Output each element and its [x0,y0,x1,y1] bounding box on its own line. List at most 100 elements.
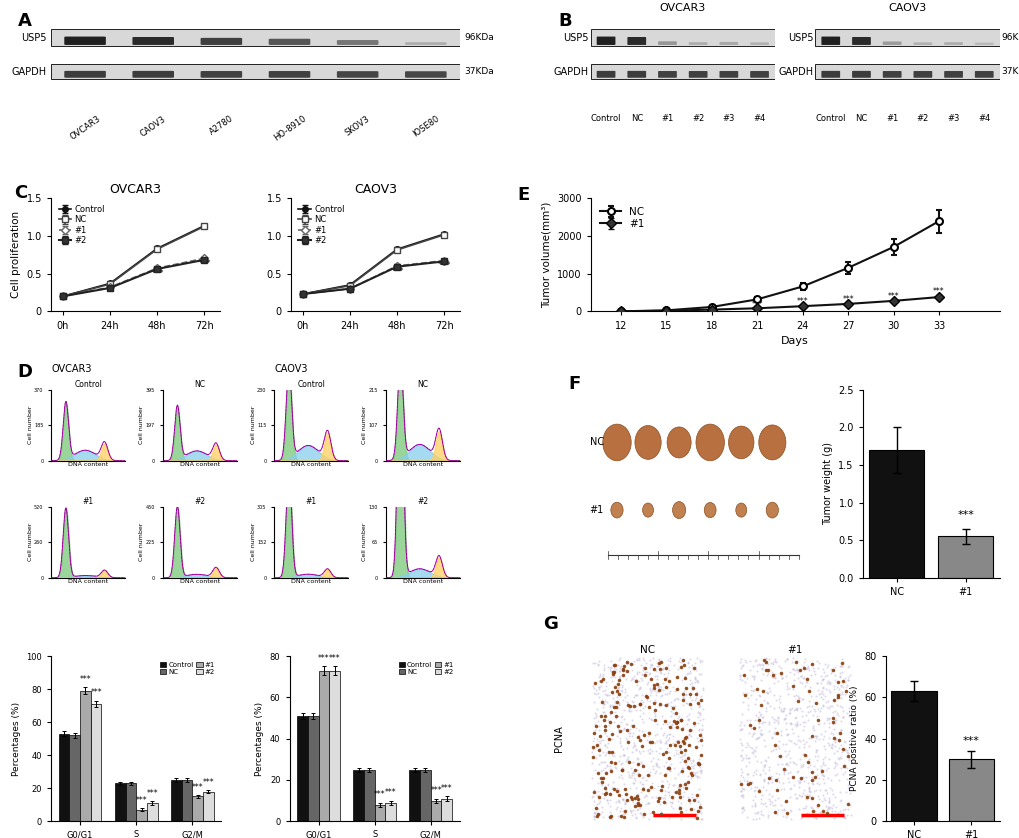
Point [837,687,853,701]
Point [841,799,857,812]
Point [590,680,606,694]
Point [796,789,812,802]
Point [665,786,682,799]
Point [677,688,693,701]
Point [767,766,784,779]
Point [784,755,800,768]
Point [762,656,779,670]
Text: ***: *** [390,266,404,276]
Point [733,715,749,728]
Point [814,768,830,781]
Point [628,782,644,795]
Bar [868,450,923,577]
Point [761,798,777,811]
Point [620,735,636,748]
Point [774,705,791,718]
Point [820,738,837,752]
Point [760,652,776,665]
Point [598,793,614,806]
Point [596,720,612,733]
Point [644,651,660,665]
Point [622,762,638,775]
Point [630,797,646,810]
Point [796,653,812,666]
Point [620,756,636,769]
Text: ***: *** [136,796,147,804]
Point [839,747,855,760]
Point [596,762,612,775]
Point [839,797,855,810]
Point [616,795,633,809]
Point [836,810,852,824]
Point [731,774,747,788]
Point [656,688,673,701]
Point [629,665,645,679]
X-axis label: DNA content: DNA content [290,579,331,584]
Point [839,796,855,810]
Point [646,669,662,682]
Point [747,692,763,706]
Point [749,665,765,678]
Point [631,806,647,820]
Point [691,757,707,770]
Point [794,757,810,770]
Point [742,683,758,696]
FancyBboxPatch shape [913,71,931,78]
Point [646,707,662,721]
Point [738,810,754,824]
Point [595,756,611,769]
Point [598,729,614,742]
Point [738,713,754,727]
Point [671,799,687,813]
Point [599,660,615,674]
Point [659,658,676,671]
Point [691,709,707,722]
Point [738,767,754,780]
Point [600,732,616,745]
Point [800,783,816,796]
Text: GAPDH: GAPDH [777,66,813,76]
Point [826,732,843,745]
Point [666,708,683,722]
FancyBboxPatch shape [820,37,840,45]
Point [795,737,811,750]
Point [787,719,803,732]
X-axis label: DNA content: DNA content [403,579,442,584]
Point [640,797,656,810]
Point [658,729,675,742]
Point [605,661,622,675]
Point [757,783,773,796]
Point [596,709,612,722]
Point [833,701,849,714]
Point [588,810,604,823]
Point [598,689,614,702]
Text: ***: *** [962,736,979,746]
Point [601,708,618,722]
Point [610,726,627,739]
Bar [590,64,774,80]
Point [614,792,631,805]
Point [642,672,658,685]
Point [693,722,709,736]
Point [669,733,686,747]
Point [606,664,623,677]
Point [611,737,628,750]
Point [616,656,633,670]
Point [646,684,662,697]
Point [647,665,663,678]
Point [798,675,814,689]
Point [820,716,837,730]
Point [763,795,780,809]
Point [820,792,837,805]
Point [824,705,841,718]
Point [832,738,848,752]
FancyBboxPatch shape [627,37,645,45]
Point [627,807,643,820]
Point [686,810,702,823]
Point [684,684,700,697]
Point [686,657,702,670]
Point [765,805,782,819]
Point [770,768,787,781]
Title: NC: NC [194,380,205,389]
Point [688,765,704,779]
